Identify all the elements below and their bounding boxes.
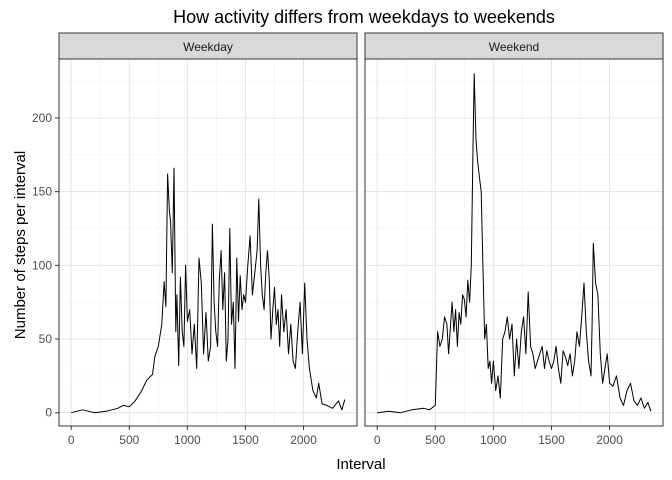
facet-panel-weekend: Weekend 0 500 1000 1500 2000 (364, 32, 664, 447)
x-tick-label: 500 (425, 433, 445, 447)
y-tick-label: 200 (32, 111, 52, 125)
x-tick-label: 0 (68, 433, 75, 447)
x-tick-label: 0 (374, 433, 381, 447)
panel-background (59, 59, 357, 426)
x-tick-label: 2000 (290, 433, 317, 447)
chart-title: How activity differs from weekdays to we… (173, 7, 555, 27)
y-tick-label: 150 (32, 185, 52, 199)
y-tick-label: 100 (32, 258, 52, 272)
series-line-weekday (71, 167, 346, 414)
series-line-weekend (377, 73, 652, 414)
panel-border (364, 58, 664, 427)
y-tick-label: 0 (45, 406, 52, 420)
facet-strip (364, 32, 664, 60)
x-tick-label: 1500 (232, 433, 259, 447)
x-tick-label: 1000 (174, 433, 201, 447)
facet-strip-label: Weekday (183, 40, 233, 54)
x-axis-title: Interval (336, 456, 385, 473)
panel-border (58, 58, 358, 427)
facet-panels: Weekday 0 500 1000 1500 2000 0 50 100 150 200 Weeke… (32, 32, 664, 447)
x-tick-label: 2000 (596, 433, 623, 447)
facet-panel-weekday: Weekday 0 500 1000 1500 2000 0 50 100 150 200 (32, 32, 358, 447)
x-tick-label: 500 (119, 433, 139, 447)
x-tick-label: 1000 (480, 433, 507, 447)
y-tick-label: 50 (39, 332, 53, 346)
y-axis-title: Number of steps per interval (12, 151, 29, 339)
x-tick-label: 1500 (538, 433, 565, 447)
facet-strip-label: Weekend (489, 40, 539, 54)
facet-strip (58, 32, 358, 60)
